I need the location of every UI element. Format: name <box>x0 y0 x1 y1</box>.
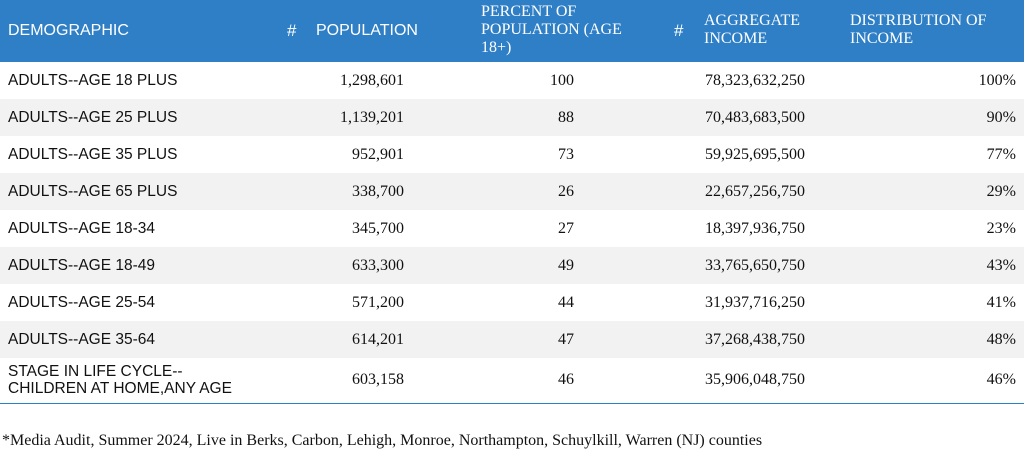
table-header: DEMOGRAPHIC # POPULATION PERCENT OF POPU… <box>0 0 1024 62</box>
header-percent: PERCENT OF POPULATION (AGE 18+) <box>481 3 622 57</box>
cell-population: 603,158 <box>352 371 404 388</box>
cell-population: 633,300 <box>352 257 404 274</box>
header-distribution-line1: DISTRIBUTION OF <box>850 12 987 29</box>
cell-distribution: 48% <box>986 331 1016 348</box>
table-row: STAGE IN LIFE CYCLE-- CHILDREN AT HOME,A… <box>0 358 1024 402</box>
cell-population: 338,700 <box>352 183 404 200</box>
header-distribution: DISTRIBUTION OF INCOME <box>850 12 986 48</box>
cell-percent: 49 <box>558 257 574 274</box>
cell-percent: 26 <box>558 183 574 200</box>
cell-distribution: 90% <box>986 109 1016 126</box>
cell-demographic: STAGE IN LIFE CYCLE-- CHILDREN AT HOME,A… <box>8 363 268 397</box>
header-population: POPULATION <box>316 22 418 39</box>
cell-aggregate: 70,483,683,500 <box>705 109 805 126</box>
cell-percent: 73 <box>558 146 574 163</box>
cell-demographic: ADULTS--AGE 25-54 <box>8 294 156 311</box>
cell-aggregate: 35,906,048,750 <box>705 371 805 388</box>
cell-aggregate: 59,925,695,500 <box>705 146 805 163</box>
cell-distribution: 23% <box>986 220 1016 237</box>
cell-aggregate: 18,397,936,750 <box>705 220 805 237</box>
cell-demographic: ADULTS--AGE 18-49 <box>8 257 156 274</box>
cell-demographic: ADULTS--AGE 18-34 <box>8 220 156 237</box>
table-row: ADULTS--AGE 35 PLUS 952,901 73 59,925,69… <box>0 136 1024 173</box>
header-percent-line2: POPULATION (AGE <box>481 21 622 38</box>
header-distribution-line2: INCOME <box>850 30 914 47</box>
table-row: ADULTS--AGE 25-54 571,200 44 31,937,716,… <box>0 284 1024 321</box>
cell-population: 614,201 <box>352 331 404 348</box>
table-row: ADULTS--AGE 65 PLUS 338,700 26 22,657,25… <box>0 173 1024 210</box>
header-hash-aggregate: # <box>674 21 684 40</box>
cell-distribution: 77% <box>986 146 1016 163</box>
cell-percent: 47 <box>558 331 574 348</box>
table-row: ADULTS--AGE 18-49 633,300 49 33,765,650,… <box>0 247 1024 284</box>
table-row: ADULTS--AGE 18-34 345,700 27 18,397,936,… <box>0 210 1024 247</box>
cell-percent: 100 <box>550 72 574 89</box>
header-demographic: DEMOGRAPHIC <box>8 22 129 39</box>
header-percent-line1: PERCENT OF <box>481 3 577 20</box>
cell-distribution: 100% <box>978 72 1016 89</box>
cell-demographic-line1: STAGE IN LIFE CYCLE-- <box>8 363 183 380</box>
cell-distribution: 29% <box>986 183 1016 200</box>
cell-demographic: ADULTS--AGE 35 PLUS <box>8 146 178 163</box>
header-percent-line3: 18+) <box>481 39 512 56</box>
cell-demographic: ADULTS--AGE 65 PLUS <box>8 183 178 200</box>
table-row: ADULTS--AGE 25 PLUS 1,139,201 88 70,483,… <box>0 99 1024 136</box>
cell-population: 1,298,601 <box>340 72 404 89</box>
cell-aggregate: 37,268,438,750 <box>705 331 805 348</box>
cell-percent: 27 <box>558 220 574 237</box>
table-row: ADULTS--AGE 35-64 614,201 47 37,268,438,… <box>0 321 1024 358</box>
cell-population: 571,200 <box>352 294 404 311</box>
cell-aggregate: 22,657,256,750 <box>705 183 805 200</box>
cell-percent: 44 <box>558 294 574 311</box>
cell-aggregate: 33,765,650,750 <box>705 257 805 274</box>
table-bottom-border <box>0 403 1024 404</box>
cell-percent: 46 <box>558 371 574 388</box>
cell-demographic-line2: CHILDREN AT HOME,ANY AGE <box>8 380 232 397</box>
cell-demographic: ADULTS--AGE 25 PLUS <box>8 109 178 126</box>
table-row: ADULTS--AGE 18 PLUS 1,298,601 100 78,323… <box>0 62 1024 99</box>
cell-demographic: ADULTS--AGE 18 PLUS <box>8 72 178 89</box>
cell-distribution: 46% <box>986 371 1016 388</box>
header-aggregate-line1: AGGREGATE <box>704 12 800 29</box>
cell-aggregate: 78,323,632,250 <box>705 72 805 89</box>
cell-demographic: ADULTS--AGE 35-64 <box>8 331 156 348</box>
cell-distribution: 41% <box>986 294 1016 311</box>
cell-distribution: 43% <box>986 257 1016 274</box>
header-aggregate-line2: INCOME <box>704 30 768 47</box>
cell-population: 345,700 <box>352 220 404 237</box>
cell-population: 1,139,201 <box>340 109 404 126</box>
cell-aggregate: 31,937,716,250 <box>705 294 805 311</box>
source-footnote: *Media Audit, Summer 2024, Live in Berks… <box>2 432 763 449</box>
header-hash-population: # <box>287 21 297 40</box>
header-aggregate: AGGREGATE INCOME <box>704 12 800 48</box>
cell-percent: 88 <box>558 109 574 126</box>
cell-population: 952,901 <box>352 146 404 163</box>
